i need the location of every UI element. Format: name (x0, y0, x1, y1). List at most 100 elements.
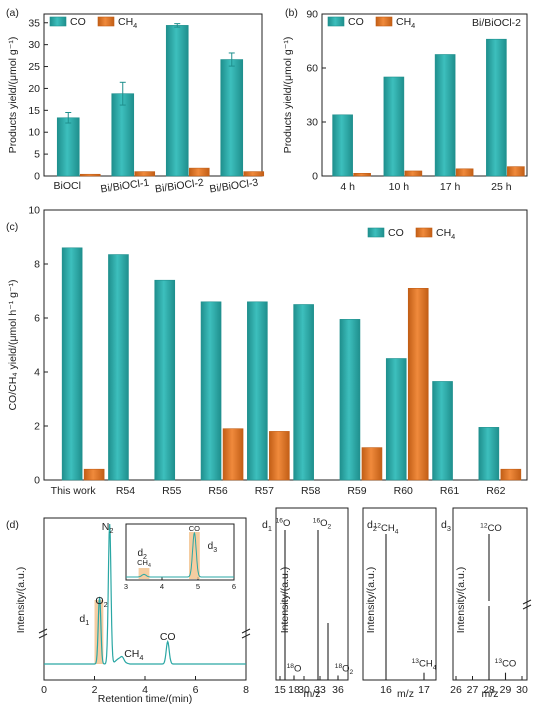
panel-b-label: (b) (285, 7, 298, 19)
panel-c-legend-ch4-label-base: CH (436, 227, 451, 239)
panel-d3-xtick-label: 27 (467, 684, 479, 696)
panel-d-peak-co-base: CO (160, 631, 176, 643)
panel-a-legend-ch4-label: CH4 (118, 16, 137, 30)
panel-c-bar-co (293, 304, 314, 481)
panel-d3-axis-break (522, 599, 532, 610)
panel-c-bar-co (339, 319, 361, 481)
panel-d3-xtick-label: 28 (483, 684, 495, 696)
panel-a-ylabel: Products yield/(μmol g⁻¹) (7, 37, 19, 154)
panel-d2-label: d2 (367, 519, 377, 533)
panel-d1-peak-label-iso: 16 (276, 517, 284, 524)
panel-d3-peak-label-iso: 13 (495, 658, 503, 665)
plot-frame (125, 523, 235, 581)
panel-a-xtick-label: BiOCl (54, 180, 81, 192)
panel-d-peak-n2-sub: 2 (109, 526, 113, 535)
panel-d-xtick-label: 8 (243, 684, 249, 696)
panel-d-inset-band (138, 568, 150, 579)
panel-d3-label-base: d (441, 519, 447, 531)
panel-d2-peak-label-iso: 13 (412, 658, 420, 665)
panel-d2-peak-label-base: CH (419, 659, 433, 670)
panel-a: 0 5 10 15 20 25 30 35 Products yield/(μmol g⁻¹) (… (6, 7, 265, 196)
panel-b-legend-ch4-swatch (375, 16, 393, 27)
panel-a-bar-ch4 (243, 171, 265, 177)
panel-d1-peak-label: 18O2 (335, 663, 354, 676)
panel-a-xtick-label: Bi/BiOCl-1 (100, 177, 150, 196)
panel-d1-label-sub: 1 (268, 524, 272, 533)
panel-d2-xlabel: m/z (397, 688, 414, 700)
panel-d1-peak-label: 18O (287, 663, 302, 675)
panel-a-legend-co-swatch (49, 16, 67, 27)
panel-a-bar-ch4 (188, 167, 210, 177)
panel-c-legend-ch4-swatch (415, 227, 433, 238)
panel-a-legend-ch4-label-base: CH (118, 16, 133, 28)
panel-d2-label-base: d (367, 519, 373, 531)
panel-b-legend-ch4-label: CH4 (396, 16, 415, 30)
panel-d1-peak-label-base: O (294, 664, 301, 675)
panel-a-bar-ch4 (134, 171, 156, 177)
panel-d-d1-marker-sub: 1 (85, 618, 89, 627)
panel-d1-peak-label-base: O (320, 518, 327, 529)
panel-c-bar-ch4 (83, 468, 105, 481)
panel-b-bar-co (332, 114, 353, 177)
panel-d-peak-co: CO (160, 631, 176, 643)
panel-d-axis-break (241, 628, 251, 639)
panel-c-bar-ch4 (500, 468, 522, 481)
panel-b-legend-ch4-label-base: CH (396, 16, 411, 28)
panel-d3-xlabel: m/z (482, 688, 499, 700)
panel-c-legend-ch4-label-sub: 4 (451, 232, 455, 241)
panel-d2-peak-label-sub: 4 (433, 664, 437, 671)
panel-d: Intensity/(a.u.) (d) Retention time/(min) 0… (6, 517, 251, 705)
panel-b-bar-ch4 (353, 173, 371, 177)
panel-c-legend-co-label-base: CO (388, 227, 404, 239)
panel-d-inset-d3: d3 (208, 541, 218, 554)
panel-d1-peak-label: 16O2 (313, 517, 332, 530)
panel-a-xtick-label: Bi/BiOCl-2 (154, 177, 204, 196)
panel-d3-peak-label: 13CO (495, 658, 517, 670)
panel-d-d1-marker-base: d (79, 613, 85, 625)
panel-b-xtick-label: 10 h (389, 181, 410, 193)
panel-d-xtick-label: 4 (142, 684, 148, 696)
panel-a-legend-ch4-label-sub: 4 (133, 21, 137, 30)
panel-a-bar-co (165, 25, 189, 177)
panel-a-bar-co (56, 117, 80, 177)
panel-d1-xtick-label: 36 (332, 684, 344, 696)
panel-c-ylabel: CO/CH₄ yield/(μmol h⁻¹ g⁻¹) (7, 279, 19, 410)
panel-d-d1-marker: d1 (79, 613, 89, 627)
panel-d3-peak-gap (487, 601, 491, 606)
panel-d-peak-ch4-base: CH (124, 648, 139, 660)
panel-c-bar-ch4 (407, 287, 429, 481)
panel-a-bar-co (220, 59, 244, 177)
panel-d-inset-d3-sub: 3 (213, 547, 217, 554)
panel-b-ytick-label: 60 (306, 63, 318, 75)
panel-b-legend-co-label: CO (348, 16, 364, 28)
panel-d1-peak-label-iso: 18 (287, 663, 295, 670)
panel-c-bar-ch4 (222, 428, 244, 481)
panel-d1-peak-label-iso: 18 (335, 663, 343, 670)
plot-frame (321, 13, 528, 177)
panel-c-ytick-label: 4 (34, 367, 40, 379)
panel-b-bar-co (383, 76, 405, 177)
panel-d2-xtick-label: 17 (418, 684, 430, 696)
panel-d-inset-line (126, 531, 234, 578)
panel-d-inset-d3-base: d (208, 541, 214, 552)
panel-c-ytick-label: 10 (28, 205, 40, 217)
panel-a-ytick-label: 20 (28, 83, 40, 95)
panel-c-xtick-label: R57 (255, 485, 274, 497)
panel-c-legend-co-label: CO (388, 227, 404, 239)
plot-frame (43, 517, 247, 681)
panel-d-ylabel: Intensity/(a.u.) (15, 567, 27, 634)
panel-d1-peak-label-sub: 2 (350, 669, 354, 676)
panel-d2-peak-label: 13CH4 (412, 658, 437, 671)
panel-d1-peak-label: 16O (276, 517, 291, 529)
plot-frame (362, 507, 437, 681)
panel-d1-label: d1 (262, 519, 272, 533)
panel-d3-ylabel: Intensity/(a.u.) (455, 567, 467, 634)
panel-a-ytick-label: 30 (28, 39, 40, 51)
panel-d3-label: d3 (441, 519, 451, 533)
panel-b-bar-ch4 (404, 170, 423, 177)
panel-d-peak-o2-sub: 2 (104, 600, 108, 609)
panel-d-peak-o2-base: O (95, 595, 103, 607)
panel-b-xtick-label: 4 h (340, 181, 355, 193)
panel-b-ylabel: Products yield/(μmol g⁻¹) (282, 37, 294, 154)
panel-b-bar-co (434, 54, 456, 177)
